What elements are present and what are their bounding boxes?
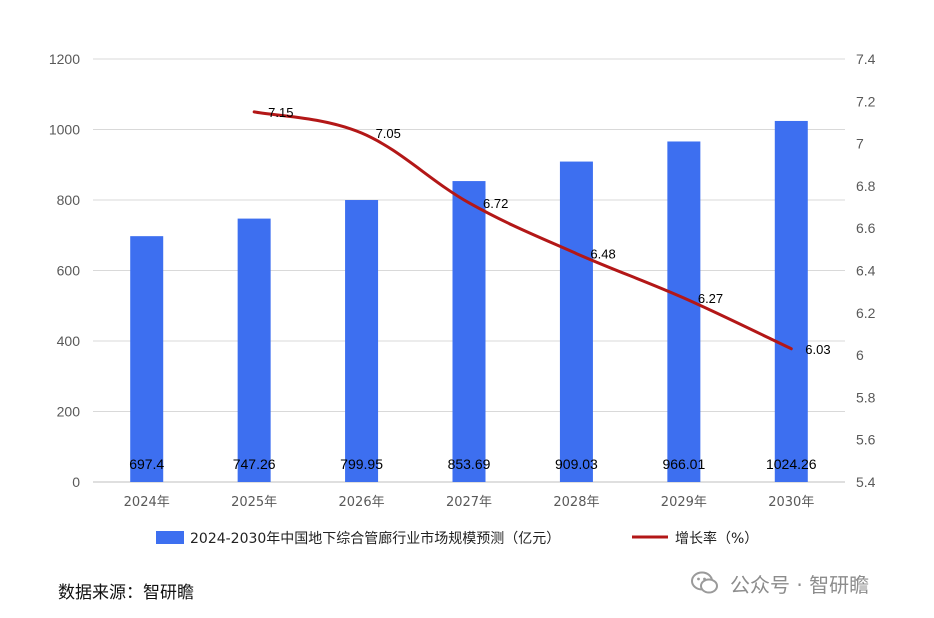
bar-data-label: 966.01 — [662, 456, 705, 472]
x-tick-label: 2026年 — [339, 495, 385, 510]
x-axis: 2024年 2025年 2026年 2027年 2028年 2029年 2030年 — [124, 495, 815, 510]
line-series: 7.15 7.05 6.72 6.48 6.27 6.03 — [252, 105, 831, 357]
left-axis: 0 200 400 600 800 1000 1200 — [49, 51, 80, 490]
y-left-tick-label: 1200 — [49, 51, 80, 67]
bar-labels: 697.4 747.26 799.95 853.69 909.03 966.01 1024.… — [129, 456, 817, 472]
y-right-tick-label: 6.6 — [856, 220, 876, 236]
x-tick-label: 2029年 — [661, 495, 707, 510]
y-left-tick-label: 0 — [72, 474, 80, 490]
bar-series — [130, 120, 808, 482]
y-right-tick-label: 5.8 — [856, 389, 876, 405]
growth-rate-line — [252, 110, 793, 351]
x-tick-label: 2027年 — [446, 495, 492, 510]
x-tick-label: 2025年 — [231, 495, 277, 510]
y-left-tick-label: 200 — [57, 404, 81, 420]
y-left-tick-label: 800 — [57, 192, 81, 208]
y-right-tick-label: 5.6 — [856, 432, 876, 448]
x-tick-label: 2028年 — [553, 495, 599, 510]
y-right-tick-label: 7 — [856, 136, 864, 152]
bar-data-label: 697.4 — [129, 456, 164, 472]
y-right-tick-label: 7.4 — [856, 51, 876, 67]
right-axis: 5.4 5.6 5.8 6 6.2 6.4 6.6 6.8 7 7.2 7.4 — [856, 51, 876, 490]
line-data-label: 7.05 — [376, 126, 401, 141]
line-data-label: 6.03 — [805, 342, 830, 357]
bar-data-label: 853.69 — [448, 456, 491, 472]
y-left-tick-label: 1000 — [49, 122, 80, 138]
bar-data-label: 1024.26 — [766, 456, 817, 472]
wechat-icon — [691, 571, 718, 594]
data-source-note: 数据来源：智研瞻 — [58, 583, 194, 603]
y-right-tick-label: 6.8 — [856, 178, 876, 194]
bar — [452, 181, 486, 482]
chart: 0 200 400 600 800 1000 1200 5.4 5.6 5.8 6 6.2 6.4 6.… — [49, 51, 876, 547]
bar-data-label: 799.95 — [340, 456, 383, 472]
y-left-tick-label: 400 — [57, 333, 81, 349]
y-right-tick-label: 6.4 — [856, 263, 876, 279]
legend: 2024-2030年中国地下综合管廊行业市场规模预测（亿元） 增长率（%） — [156, 530, 758, 547]
x-tick-label: 2030年 — [768, 495, 814, 510]
bar — [130, 236, 164, 482]
watermark: 公众号 · 智研瞻 — [690, 566, 869, 600]
bar — [237, 218, 271, 482]
bar — [774, 120, 808, 482]
bar — [559, 161, 593, 482]
bar — [667, 141, 701, 482]
bar-data-label: 909.03 — [555, 456, 598, 472]
line-data-label: 7.15 — [268, 105, 293, 120]
legend-bar-swatch — [156, 531, 184, 544]
y-right-tick-label: 5.4 — [856, 474, 876, 490]
bar — [345, 200, 379, 482]
y-left-tick-label: 600 — [57, 263, 81, 279]
line-data-label: 6.48 — [590, 247, 615, 262]
legend-bar-label: 2024-2030年中国地下综合管廊行业市场规模预测（亿元） — [190, 530, 560, 547]
line-data-label: 6.72 — [483, 196, 508, 211]
y-right-tick-label: 6 — [856, 347, 864, 363]
y-right-tick-label: 7.2 — [856, 93, 876, 109]
watermark-text: 公众号 · 智研瞻 — [730, 572, 870, 597]
legend-line-label: 增长率（%） — [675, 530, 758, 547]
x-tick-label: 2024年 — [124, 495, 170, 510]
y-right-tick-label: 6.2 — [856, 305, 876, 321]
bar-data-label: 747.26 — [233, 456, 276, 472]
line-data-label: 6.27 — [698, 291, 723, 306]
